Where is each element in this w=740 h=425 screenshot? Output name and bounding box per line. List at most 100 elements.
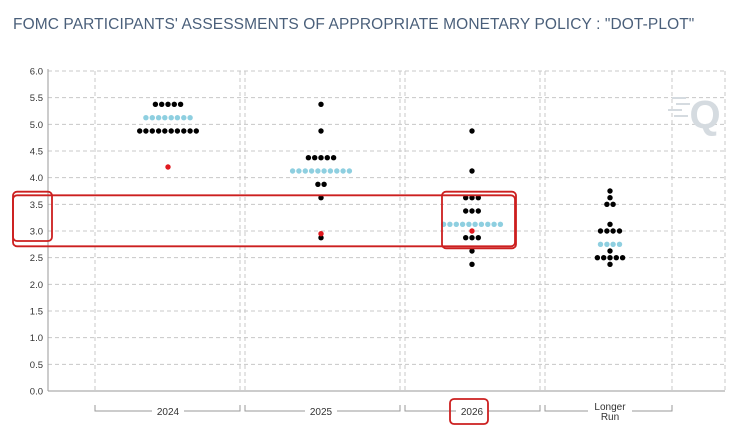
median-dot (597, 241, 604, 247)
participant-dot (318, 155, 324, 161)
participant-dot (318, 235, 324, 241)
median-dot (346, 168, 353, 174)
median-dot (315, 168, 321, 174)
participant-dot (469, 195, 475, 201)
median-dot (340, 168, 346, 174)
y-tick-label: 1.5 (30, 307, 43, 318)
participant-dot (165, 101, 171, 108)
median-dot (168, 115, 174, 121)
participant-dot (607, 248, 613, 254)
participant-dot (318, 128, 324, 134)
participant-dot (475, 195, 481, 201)
y-tick-label: 5.5 (30, 93, 43, 104)
participant-dot (318, 101, 324, 108)
median-dot (187, 115, 193, 121)
participant-dot (604, 228, 610, 234)
participant-dot (187, 128, 193, 134)
median-dot (308, 168, 315, 174)
y-tick-label: 1.0 (30, 333, 43, 344)
participant-dot (305, 155, 312, 161)
y-tick-label: 4.0 (30, 173, 43, 184)
participant-dot (463, 208, 469, 214)
participant-dot (469, 168, 475, 174)
participant-dot (159, 101, 165, 108)
y-tick-label: 4.5 (30, 147, 43, 158)
highlight-dot (469, 228, 475, 234)
median-dot (149, 115, 155, 121)
median-dot (296, 168, 302, 174)
median-dot (334, 168, 340, 174)
participant-dot (312, 155, 318, 161)
highlight-dot (318, 231, 324, 237)
highlight-dot (165, 164, 171, 170)
median-dot (174, 115, 181, 121)
median-dot (453, 221, 459, 227)
participant-dot (143, 128, 149, 134)
participant-dot (610, 201, 616, 207)
participant-dot (463, 235, 469, 241)
x-category-label: 2025 (310, 407, 333, 418)
participant-dot (155, 128, 162, 134)
median-dot (162, 115, 168, 121)
median-dot (302, 168, 308, 174)
participant-dot (594, 255, 601, 261)
participant-dot (607, 188, 613, 194)
participant-dot (469, 248, 475, 254)
participant-dot (463, 195, 469, 201)
participant-dot (475, 235, 481, 241)
highlight-box-category-label (449, 398, 489, 425)
x-category-label: 2024 (157, 407, 180, 418)
y-tick-label: 0.0 (30, 387, 43, 398)
participant-dot (469, 235, 475, 241)
participant-dot (607, 221, 613, 227)
participant-dot (597, 228, 604, 234)
median-dot (289, 168, 296, 174)
median-dot (604, 241, 610, 247)
median-dot (155, 115, 162, 121)
participant-dot (162, 128, 168, 134)
participant-dot (330, 155, 337, 161)
median-dot (497, 221, 504, 227)
participant-dot (469, 128, 475, 134)
median-dot (181, 115, 187, 121)
participant-dot (607, 195, 613, 201)
participant-dot (168, 128, 174, 134)
median-dot (143, 115, 149, 121)
highlight-box-plot (12, 194, 516, 248)
participant-dot (610, 228, 616, 234)
median-dot (616, 241, 623, 247)
y-tick-label: 3.0 (30, 227, 43, 238)
x-category-label: Run (601, 412, 619, 423)
participant-dot (475, 208, 481, 214)
y-tick-label: 3.5 (30, 200, 43, 211)
chart-title: FOMC PARTICIPANTS' ASSESSMENTS OF APPROP… (13, 16, 695, 33)
category-label-bg (588, 400, 632, 422)
participant-dot (321, 181, 327, 187)
participant-dot (613, 255, 619, 261)
participant-dot (607, 255, 613, 261)
y-tick-label: 2.0 (30, 280, 43, 291)
participant-dot (152, 101, 159, 108)
participant-dot (318, 195, 324, 201)
category-label-bg (305, 405, 337, 418)
y-tick-label: 2.5 (30, 253, 43, 264)
participant-dot (149, 128, 155, 134)
participant-dot (616, 228, 623, 234)
highlight-box-category (441, 190, 517, 250)
participant-dot (469, 208, 475, 214)
watermark-logo: Q (689, 93, 720, 137)
participant-dot (619, 255, 626, 261)
median-dot (447, 221, 453, 227)
participant-dot (193, 128, 199, 134)
median-dot (610, 241, 616, 247)
median-dot (459, 221, 466, 227)
participant-dot (181, 128, 187, 134)
y-tick-label: 6.0 (30, 67, 43, 78)
participant-dot (469, 261, 475, 267)
median-dot (478, 221, 485, 227)
median-dot (472, 221, 478, 227)
x-category-label: Longer (594, 402, 626, 413)
median-dot (466, 221, 472, 227)
participant-dot (601, 255, 607, 261)
